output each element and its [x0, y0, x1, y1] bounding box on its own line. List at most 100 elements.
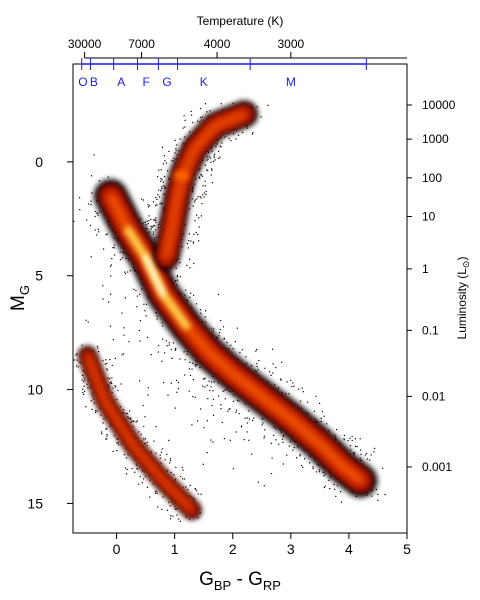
star-point	[205, 193, 207, 196]
star-point	[103, 418, 105, 420]
star-point	[328, 479, 330, 481]
star-point	[188, 390, 190, 392]
star-point	[114, 254, 116, 256]
star-point	[183, 478, 186, 480]
y-tick-label: 0	[35, 154, 43, 170]
star-point	[60, 210, 61, 211]
star-point	[175, 347, 177, 350]
star-point	[145, 315, 147, 317]
star-point	[366, 458, 368, 460]
star-point	[136, 306, 138, 308]
star-point	[191, 198, 193, 200]
star-point	[177, 388, 180, 390]
star-point	[251, 453, 253, 455]
star-point	[122, 353, 125, 355]
spectral-class-label: A	[117, 75, 125, 89]
star-point	[184, 126, 186, 128]
star-point	[211, 150, 213, 152]
star-point	[144, 438, 146, 440]
star-point	[269, 371, 271, 373]
star-point	[189, 131, 191, 133]
star-point	[204, 316, 206, 318]
star-point	[179, 276, 181, 278]
star-point	[263, 485, 265, 487]
star-point	[200, 408, 202, 410]
star-point	[111, 392, 113, 394]
star-point	[97, 228, 99, 230]
star-point	[97, 214, 99, 216]
star-point	[141, 198, 143, 200]
star-point	[95, 410, 97, 412]
star-point	[201, 203, 203, 205]
star-point	[76, 359, 78, 361]
x-axis-label: GBP - GRP	[199, 569, 281, 593]
star-point	[113, 244, 115, 246]
star-point	[110, 275, 112, 277]
star-point	[153, 440, 155, 442]
star-point	[211, 327, 213, 329]
star-point	[89, 224, 91, 227]
star-point	[192, 497, 194, 499]
star-point	[234, 341, 236, 343]
luminosity-tick-label: 0.1	[422, 323, 439, 337]
star-point	[355, 445, 357, 448]
star-point	[273, 434, 275, 436]
star-point	[278, 387, 280, 389]
star-point	[95, 411, 97, 413]
star-point	[94, 215, 96, 218]
star-point	[150, 228, 152, 230]
x-tick-label: 0	[113, 541, 121, 557]
star-point	[152, 201, 155, 203]
star-point	[138, 329, 140, 332]
star-point	[196, 214, 198, 216]
star-point	[144, 310, 146, 312]
star-point	[255, 350, 257, 352]
star-point	[176, 379, 178, 381]
star-point	[126, 468, 128, 471]
star-point	[220, 146, 222, 148]
star-point	[382, 467, 384, 469]
star-point	[206, 452, 208, 454]
star-point	[371, 495, 373, 497]
star-point	[243, 439, 245, 441]
star-point	[256, 363, 258, 365]
star-point	[356, 445, 358, 448]
star-point	[283, 435, 285, 437]
star-point	[49, 270, 50, 271]
star-point	[162, 496, 164, 498]
star-point	[211, 169, 213, 171]
star-point	[143, 443, 146, 445]
star-point	[246, 127, 248, 129]
star-point	[211, 182, 214, 184]
star-point	[188, 233, 190, 235]
star-point	[182, 478, 184, 480]
star-point	[87, 203, 90, 205]
star-point	[197, 517, 199, 519]
star-point	[126, 413, 129, 415]
star-point	[280, 379, 282, 381]
star-point	[349, 437, 351, 439]
star-point	[199, 196, 201, 198]
star-point	[263, 437, 265, 439]
star-point	[286, 454, 288, 456]
star-point	[167, 469, 169, 471]
star-point	[232, 348, 234, 350]
star-point	[168, 439, 170, 441]
star-point	[32, 230, 33, 231]
star-point	[248, 418, 250, 420]
luminosity-tick-label: 100	[422, 171, 442, 185]
star-point	[199, 177, 201, 179]
star-point	[81, 379, 83, 381]
star-point	[84, 390, 86, 392]
star-point	[170, 382, 172, 384]
star-point	[159, 457, 161, 459]
star-point	[212, 414, 215, 416]
star-point	[97, 347, 99, 349]
star-point	[181, 466, 183, 469]
star-point	[158, 224, 160, 226]
star-point	[175, 148, 177, 150]
star-point	[224, 398, 226, 400]
star-point	[174, 505, 176, 508]
star-point	[157, 506, 159, 508]
star-point	[198, 217, 200, 219]
